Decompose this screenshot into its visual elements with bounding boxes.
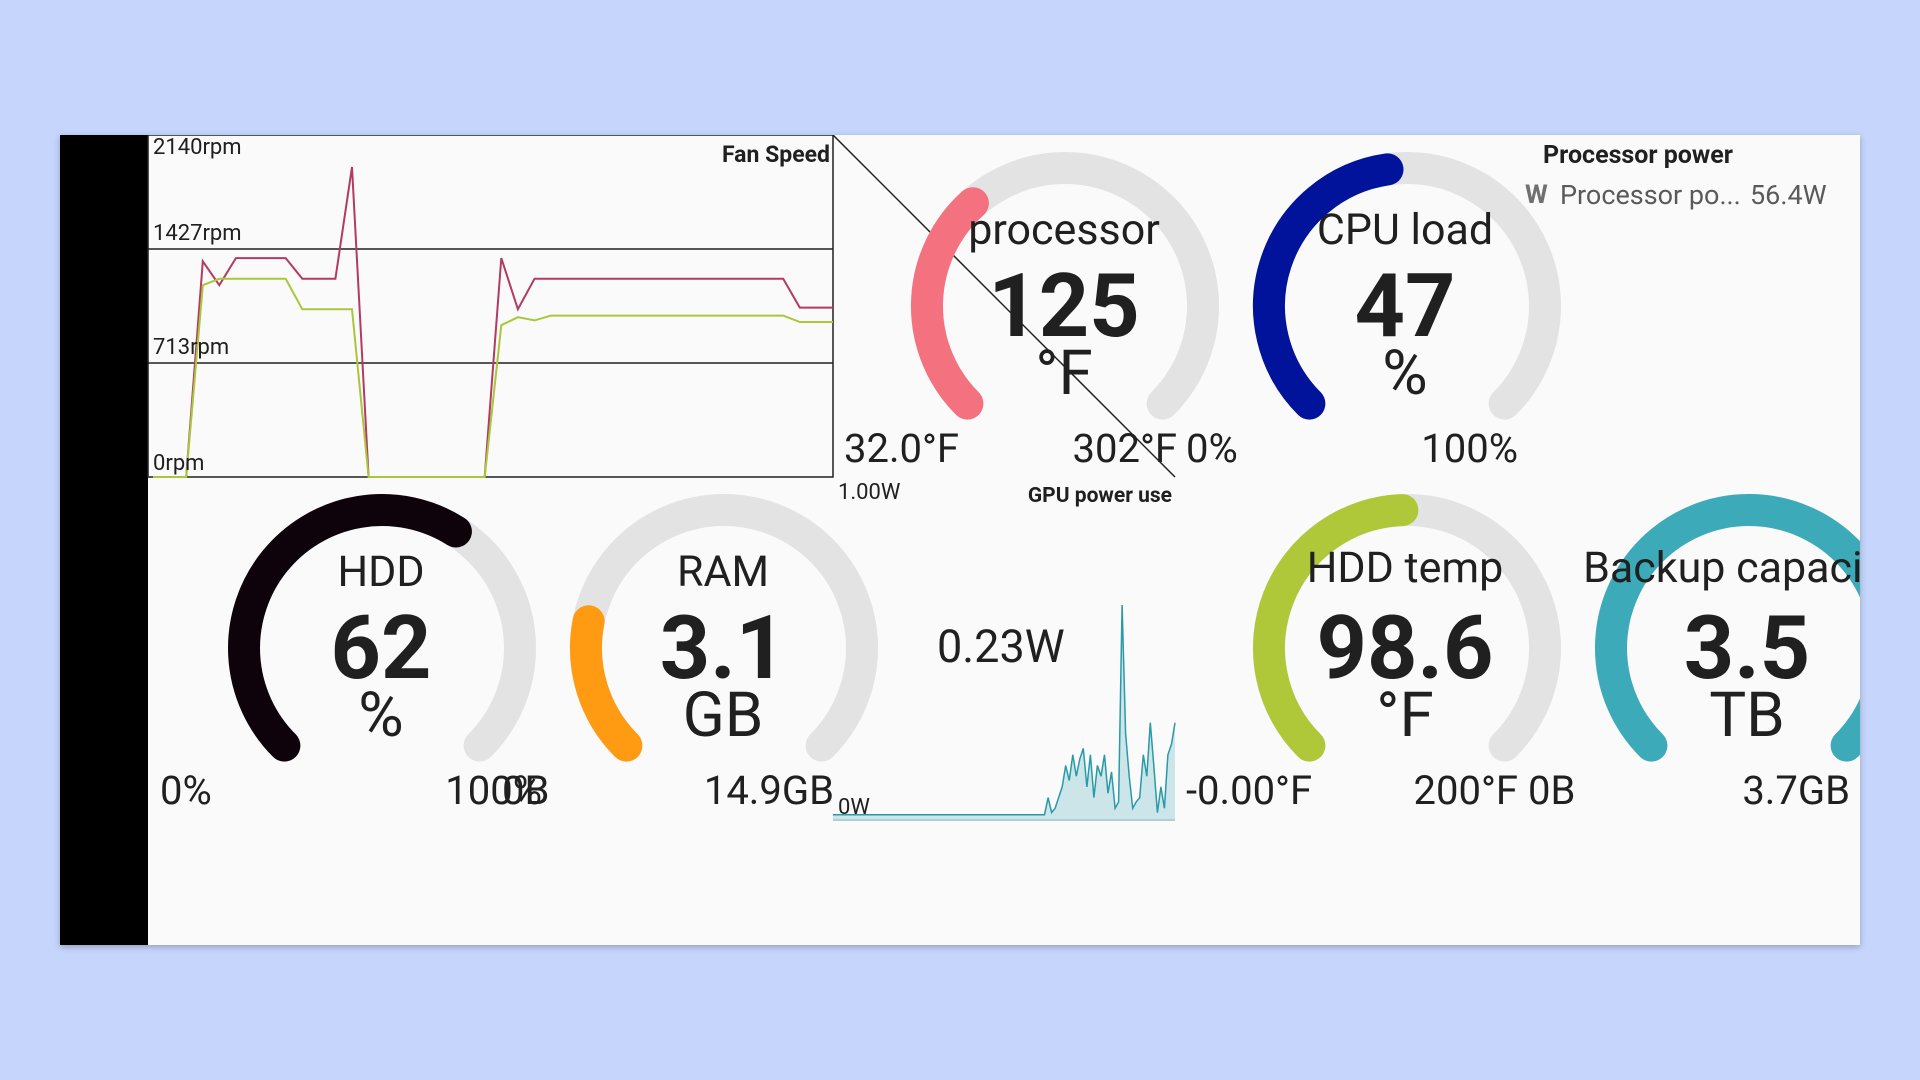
gpu-chart-title: GPU power use	[1027, 484, 1172, 508]
gauge-processor-max: 302°F	[1072, 425, 1178, 472]
gauge-hdd-fill	[228, 494, 472, 762]
gauge-hdd-min: 0%	[160, 767, 212, 814]
fan-series-1	[153, 277, 833, 478]
gauge-hddtemp-max: 200°F	[1413, 767, 1519, 814]
fan-tick-0: 0rpm	[153, 451, 205, 476]
gauge-hddtemp-unit: °F	[1376, 679, 1434, 752]
gauge-hdd-unit: %	[358, 679, 404, 752]
gpu-current-value: 0.23W	[937, 620, 1065, 673]
gauge-ram-unit: GB	[682, 679, 764, 752]
gauge-hddtemp-value: 98.6	[1316, 597, 1494, 700]
gauge-processor-fill	[910, 187, 989, 420]
fan-tick-1427: 1427rpm	[153, 221, 242, 246]
fan-speed-chart	[147, 135, 834, 478]
gauge-ram-value: 3.1	[659, 597, 787, 700]
gauge-ram-name: RAM	[676, 547, 770, 597]
gauge-processor-value: 125	[988, 255, 1140, 358]
gauge-processor-min: 32.0°F	[844, 425, 960, 472]
gauge-cpu-min: 0%	[1186, 425, 1238, 472]
gauge-backup-name: Backup capacity	[1583, 543, 1860, 593]
gauge-cpu-fill	[1253, 153, 1404, 420]
gauge-cpu-unit: %	[1382, 337, 1428, 410]
gauge-processor-name: processor	[968, 205, 1160, 255]
gauge-ram-min: 0B	[502, 767, 550, 814]
gpu-tick-min: 0W	[838, 795, 870, 820]
gpu-chart-top-border	[832, 135, 1176, 478]
gauge-ram-fill	[570, 605, 643, 762]
dashboard-panel: 2140rpm 1427rpm 713rpm 0rpm Fan Speed 1.…	[60, 135, 1860, 945]
gauge-hdd-value: 62	[330, 597, 432, 700]
gpu-tick-max: 1.00W	[838, 480, 901, 505]
gauge-hdd-max: 100%	[445, 767, 542, 814]
gauge-hddtemp-fill	[1252, 494, 1419, 762]
gauge-backup-value: 3.5	[1683, 597, 1811, 700]
processor-power-title: Processor power	[1543, 141, 1733, 170]
gpu-line	[833, 604, 1176, 816]
gauge-cpu-value: 47	[1354, 255, 1456, 358]
gauge-backup-min: 0B	[1528, 767, 1576, 814]
gauge-backup-fill	[1595, 494, 1860, 762]
gauge-ram-max: 14.9GB	[703, 767, 834, 814]
fan-tick-2140: 2140rpm	[153, 135, 242, 160]
gauge-backup-max: 3.7GB	[1742, 767, 1850, 814]
dashboard-graphics	[147, 135, 1860, 821]
fan-chart-title: Fan Speed	[721, 141, 830, 168]
gauge-hdd-name: HDD	[337, 547, 425, 597]
processor-power-value: 56.4W	[1750, 179, 1827, 211]
side-bar	[60, 135, 148, 945]
gauge-cpu-name: CPU load	[1316, 205, 1494, 255]
watt-icon: W	[1525, 180, 1548, 210]
gauge-hddtemp-min: -0.00°F	[1186, 767, 1313, 814]
gauge-hddtemp-name: HDD temp	[1306, 543, 1504, 593]
gauge-cpu-max: 100%	[1421, 425, 1518, 472]
gauge-processor-unit: °F	[1035, 337, 1093, 410]
fan-series-0	[153, 166, 833, 478]
gauge-backup-unit: TB	[1709, 679, 1785, 752]
fan-tick-713: 713rpm	[153, 335, 230, 360]
processor-power-label: Processor po...	[1560, 179, 1741, 211]
gpu-power-chart	[832, 135, 1176, 821]
